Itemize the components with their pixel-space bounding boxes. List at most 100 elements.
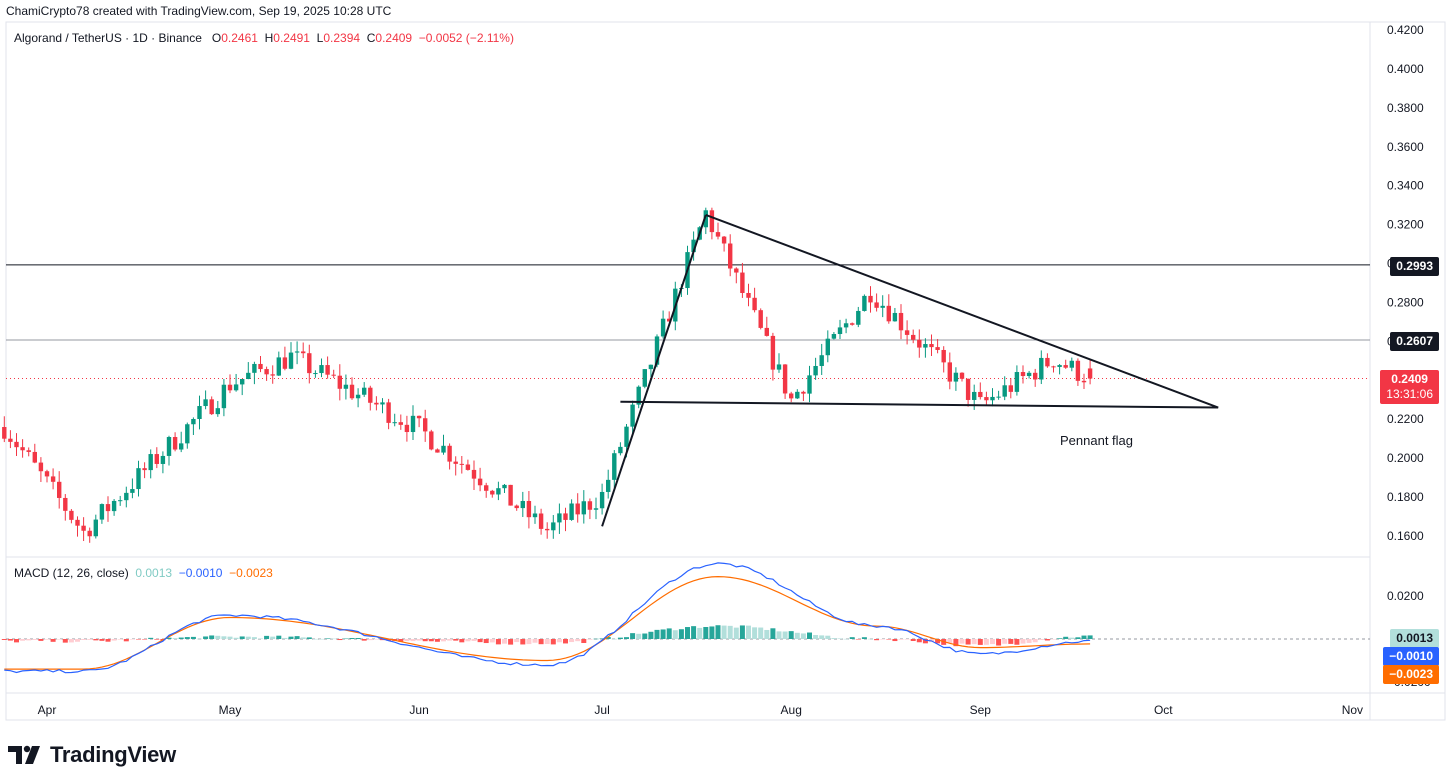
macd-hist-bar [575,639,581,642]
pennant-trendline [601,214,707,527]
hist-tag: 0.0013 [1390,629,1439,648]
pennant-trendline [705,213,1219,409]
macd-hist-bar [422,639,428,642]
candle-body [246,372,251,380]
macd-hist-bar [861,637,867,639]
macd-hist-bar [715,625,721,639]
tradingview-logo[interactable]: TradingView [8,742,176,768]
macd-hist-bar [312,638,318,640]
candle-body [349,384,355,399]
macd-hist-bar [434,639,440,642]
price-tick-label: 0.3600 [1387,140,1424,154]
candle-body [191,419,196,425]
candle-body [148,454,153,471]
macd-hist-bar [1,639,7,640]
macd-hist-bar [184,637,190,639]
candle-body [270,374,275,376]
bar-countdown: 13:31:06 [1386,387,1433,401]
candle-body [709,210,715,233]
macd-hist-bar [916,639,922,643]
macd-hist-bar [38,639,44,641]
candle-body [782,364,788,394]
level-tag-2993: 0.2993 [1390,257,1439,276]
macd-hist-bar [514,639,520,643]
macd-hist-bar [148,637,154,639]
candle-body [874,302,879,308]
candle-body [233,384,239,391]
candle-body [50,476,56,482]
macd-hist-bar [556,639,562,643]
macd-hist-bar [996,639,1002,646]
candle-body [1002,385,1007,397]
candle-body [142,468,147,471]
candle-body [124,492,129,501]
candle-body [831,334,837,339]
macd-hist-value: 0.0013 [135,566,173,580]
macd-hist-bar [721,625,727,639]
macd-hist-bar [495,639,501,645]
candle-body [423,418,428,432]
macd-hist-bar [32,639,38,640]
time-tick-label: May [219,703,242,717]
candle-body [38,462,44,472]
macd-hist-bar [764,629,770,639]
macd-hist-bar [892,639,898,642]
candle-body [44,471,50,477]
candle-body [441,445,446,453]
macd-hist-bar [636,633,642,639]
macd-hist-bar [1075,637,1081,639]
macd-tick-label: 0.0200 [1387,589,1424,603]
macd-hist-bar [1032,639,1038,643]
time-tick-label: Aug [781,703,802,717]
candle-body [764,327,769,336]
macd-hist-bar [233,637,239,639]
macd-hist-bar [825,635,831,639]
candle-body [807,375,812,394]
price-tick-label: 0.1600 [1387,529,1424,543]
macd-hist-bar [685,627,690,639]
macd-hist-bar [831,638,837,639]
candle-body [612,453,617,480]
macd-hist-bar [605,636,611,639]
macd-hist-bar [81,639,87,641]
macd-hist-bar [75,639,80,642]
macd-hist-bar [849,637,855,639]
candle-body [362,387,367,395]
macd-hist-bar [44,639,50,640]
macd-hist-bar [733,627,739,639]
macd-hist-bar [343,638,349,640]
macd-hist-bar [819,635,825,639]
macd-hist-bar [642,633,648,639]
macd-hist-bar [739,625,745,639]
candle-body [343,384,349,389]
macd-hist-bar [373,639,379,640]
macd-hist-bar [410,639,416,642]
macd-hist-bar [459,639,465,643]
candle-body [118,500,123,502]
candle-body [197,406,202,420]
candle-body [789,393,794,399]
macd-hist-bar [331,638,337,640]
candle-body [471,469,477,479]
candle-body [520,500,525,509]
macd-signal-line [4,575,1091,670]
candle-body [416,415,422,419]
macd-hist-bar [99,639,105,641]
candle-body [526,500,532,518]
macd-hist-bar [587,639,593,640]
price-tick-label: 0.3400 [1387,179,1424,193]
candle-body [593,508,599,510]
candle-body [209,399,214,415]
close-label: C [366,31,376,45]
macd-hist-bar [239,636,245,639]
macd-hist-bar [361,639,367,641]
candle-body [313,373,318,375]
candle-body [2,427,7,439]
macd-hist-bar [770,628,776,639]
candle-body [850,323,855,325]
macd-hist-bar [977,639,983,645]
macd-hist-bar [398,639,404,642]
candle-body [667,318,672,322]
macd-hist-bar [965,639,971,645]
